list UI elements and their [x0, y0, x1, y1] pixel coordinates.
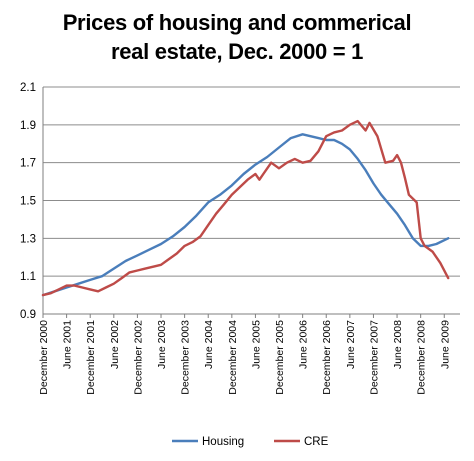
x-tick-label: December 2005 [274, 320, 286, 395]
x-tick-label: December 2003 [180, 320, 192, 395]
x-tick-label: December 2008 [416, 320, 428, 395]
x-tick-label: December 2002 [132, 320, 144, 395]
x-tick-label: June 2003 [156, 320, 168, 369]
x-tick-label: June 2005 [250, 320, 262, 369]
y-tick-label: 2.1 [20, 82, 36, 94]
x-tick-label: June 2004 [203, 320, 215, 369]
x-tick-label: June 2009 [439, 320, 451, 369]
x-tick-label: December 2000 [38, 320, 50, 395]
y-tick-label: 0.9 [20, 309, 36, 321]
x-tick-label: June 2001 [62, 320, 74, 369]
series-line-housing [41, 133, 450, 297]
legend-label-cre: CRE [304, 436, 329, 448]
x-tick-label: December 2001 [85, 320, 97, 395]
x-tick-label: June 2007 [345, 320, 357, 369]
x-tick-label: June 2008 [392, 320, 404, 369]
x-tick-label: December 2006 [321, 320, 333, 395]
y-tick-label: 1.3 [20, 233, 36, 245]
chart-title-line-1: Prices of housing and commerical [62, 10, 412, 35]
y-tick-label: 1.7 [20, 158, 36, 170]
x-tick-label: December 2007 [368, 320, 380, 395]
y-tick-label: 1.9 [20, 120, 36, 132]
chart-title-line-2: real estate, Dec. 2000 = 1 [110, 39, 364, 64]
x-tick-label: December 2004 [227, 320, 239, 395]
x-tick-label: June 2002 [109, 320, 121, 369]
y-tick-label: 1.1 [20, 271, 36, 283]
y-tick-label: 1.5 [20, 196, 36, 208]
series-line-cre [41, 119, 450, 297]
x-tick-label: June 2006 [298, 320, 310, 369]
legend-label-housing: Housing [202, 436, 244, 448]
